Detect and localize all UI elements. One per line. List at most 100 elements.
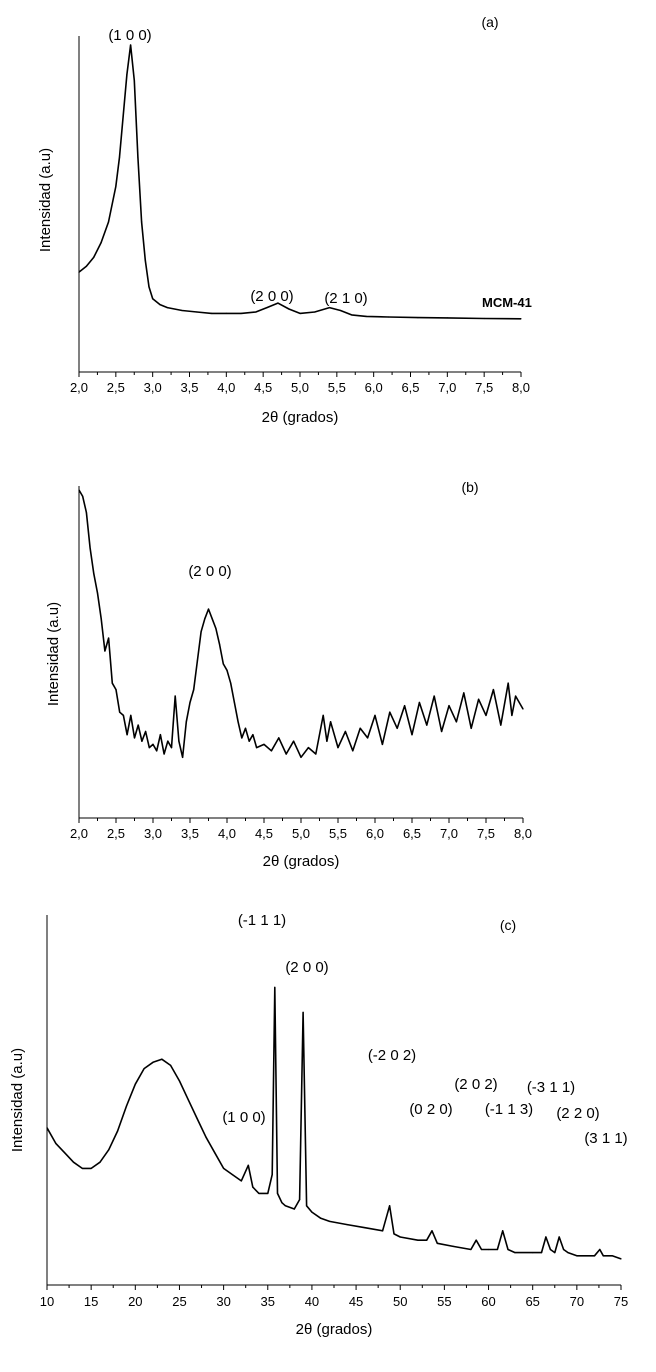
series-line	[78, 44, 522, 320]
data-point	[299, 1199, 301, 1201]
x-tick-label: 50	[393, 1294, 407, 1309]
x-tick-label: 7,0	[438, 380, 456, 395]
data-point	[133, 737, 136, 739]
data-point	[118, 156, 121, 158]
x-tick-label: 3,5	[181, 826, 199, 841]
data-point	[483, 317, 485, 320]
peak-annotation: (0 2 0)	[409, 1101, 452, 1118]
data-point	[193, 689, 195, 691]
data-point	[143, 1068, 145, 1070]
data-point	[367, 737, 369, 739]
x-tick-label: 4,0	[217, 380, 235, 395]
data-point	[178, 740, 180, 742]
series-line	[46, 986, 622, 1260]
x-tick-label: 15	[84, 1294, 98, 1309]
data-point	[126, 734, 128, 736]
data-point	[130, 714, 132, 717]
x-tick-label: 20	[128, 1294, 142, 1309]
data-point	[223, 1167, 225, 1169]
data-point	[122, 714, 124, 717]
data-point	[511, 714, 513, 717]
data-point	[46, 1127, 48, 1129]
x-tick-label: 45	[349, 1294, 363, 1309]
x-axis-label: 2θ (grados)	[262, 409, 339, 426]
series-line	[78, 489, 524, 759]
data-point	[426, 724, 428, 726]
data-point	[278, 737, 280, 739]
data-point	[602, 1255, 604, 1257]
data-point	[248, 740, 250, 742]
data-point	[214, 1152, 216, 1154]
panel-label: (a)	[481, 14, 498, 30]
data-point	[431, 1230, 433, 1232]
y-axis-label: Intensidad (a.u)	[45, 602, 62, 706]
data-point	[448, 705, 450, 707]
data-point	[520, 318, 522, 320]
data-point	[302, 1011, 304, 1014]
chart-panel-a: 2,0 2,5 3,0 3,5 4,0 4,5 5,0 5,5 6,0 6,5 7,0 7,5 8,0 (…	[37, 14, 532, 426]
x-tick-label: 7,5	[477, 826, 495, 841]
data-point	[78, 489, 80, 491]
x-tick-label: 35	[261, 1294, 275, 1309]
data-point	[315, 753, 317, 755]
data-point	[277, 302, 279, 304]
x-tick-label: 5,5	[329, 826, 347, 841]
data-point	[576, 1255, 578, 1257]
data-point	[346, 1224, 348, 1226]
data-point	[359, 727, 361, 729]
data-point	[115, 689, 117, 691]
data-point	[108, 1149, 110, 1151]
data-point	[293, 740, 295, 742]
data-point	[226, 669, 228, 671]
data-point	[545, 1236, 547, 1238]
data-point	[152, 1061, 154, 1063]
x-tick-label: 6,0	[365, 380, 383, 395]
data-point	[222, 663, 224, 665]
data-point	[299, 312, 301, 314]
data-point	[276, 1192, 279, 1194]
data-point	[611, 1255, 613, 1257]
x-tick-label: 6,0	[366, 826, 384, 841]
data-point	[339, 309, 342, 312]
data-point	[137, 724, 139, 726]
data-point	[170, 747, 173, 749]
data-point	[381, 743, 383, 746]
data-point	[267, 1192, 269, 1194]
x-tick-label: 25	[172, 1294, 186, 1309]
data-point	[247, 1164, 249, 1166]
data-point	[396, 727, 398, 729]
data-point	[532, 1252, 534, 1254]
data-point	[252, 1186, 254, 1188]
x-tick-label: 4,0	[218, 826, 236, 841]
data-point	[196, 311, 198, 313]
data-point	[492, 689, 494, 691]
data-point	[233, 701, 235, 704]
data-point	[96, 592, 99, 594]
data-point	[382, 1230, 384, 1232]
data-point	[163, 753, 165, 755]
data-point	[426, 1239, 428, 1241]
peak-annotation: (-3 1 1)	[527, 1079, 575, 1096]
data-point	[196, 1117, 198, 1120]
data-point	[252, 734, 254, 736]
data-point	[152, 298, 154, 300]
x-tick-label: 3,0	[144, 826, 162, 841]
peak-annotation: (1 0 0)	[108, 27, 151, 44]
data-point	[329, 1220, 331, 1222]
data-point	[475, 1239, 477, 1241]
data-point	[117, 1130, 119, 1132]
data-point	[399, 1236, 401, 1238]
x-tick-label: 3,5	[180, 380, 198, 395]
data-point	[185, 721, 187, 723]
panel-label: (c)	[500, 917, 516, 933]
data-point	[119, 711, 121, 713]
data-point	[311, 1211, 313, 1213]
data-point	[148, 286, 150, 288]
data-point	[593, 1255, 596, 1257]
peak-annotation: (-2 0 2)	[368, 1047, 416, 1064]
x-tick-label: 2,0	[70, 826, 88, 841]
data-point	[64, 1152, 66, 1154]
data-point	[55, 1142, 57, 1144]
data-point	[263, 743, 265, 746]
peak-annotation: (2 0 0)	[250, 288, 293, 305]
